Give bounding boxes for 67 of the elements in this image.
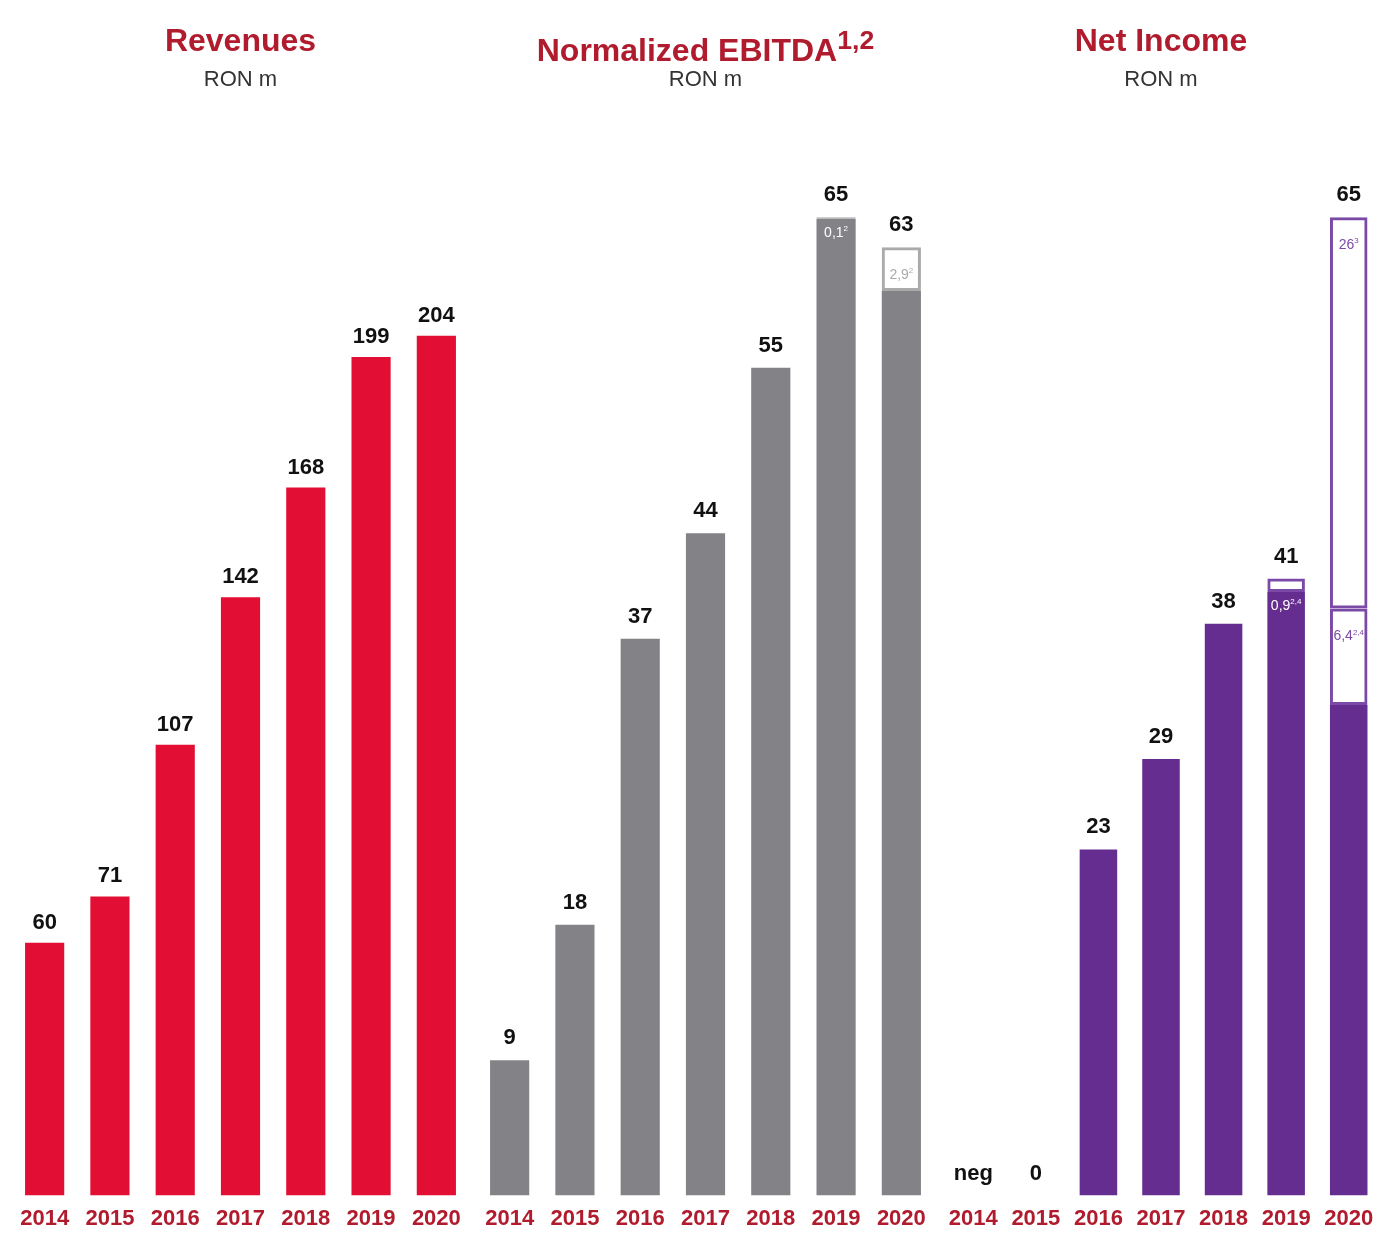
bar (881, 291, 921, 1196)
x-tick-label: 2014 (485, 1204, 535, 1230)
bar (1079, 849, 1118, 1196)
x-tick-label: 2017 (1136, 1204, 1186, 1230)
x-tick-label: 2014 (20, 1204, 70, 1230)
x-tick-label: 2015 (550, 1204, 600, 1230)
x-tick-label: 2015 (85, 1204, 135, 1230)
total-label: 41 (1273, 542, 1299, 568)
x-tick-label: 2018 (746, 1204, 796, 1230)
x-tick-label: 2017 (681, 1204, 730, 1230)
bar (1204, 623, 1243, 1196)
data-label: 204 (418, 301, 456, 327)
bar (620, 638, 660, 1196)
total-label: 55 (758, 331, 784, 357)
total-label: 38 (1211, 587, 1236, 613)
x-tick-label: 2019 (346, 1204, 396, 1230)
chart-title: Revenues (164, 21, 317, 60)
total-label: 63 (889, 211, 914, 237)
bar (1267, 592, 1305, 1196)
x-tick-label: 2015 (1011, 1204, 1061, 1230)
data-label: 142 (222, 563, 259, 589)
total-label: 29 (1148, 723, 1174, 749)
chart-subtitle: RON m (1124, 66, 1198, 92)
total-label: 9 (503, 1024, 516, 1050)
bar (490, 1060, 530, 1196)
x-tick-label: 2016 (150, 1204, 200, 1230)
data-label: 199 (352, 323, 390, 348)
bar (90, 896, 130, 1196)
x-tick-label: 2020 (411, 1204, 461, 1230)
total-label: 37 (627, 602, 653, 628)
bar (555, 924, 595, 1196)
x-tick-label: 2014 (948, 1204, 999, 1230)
x-tick-label: 2020 (1324, 1204, 1374, 1230)
total-label: 65 (1336, 181, 1361, 207)
x-tick-label: 2016 (1073, 1204, 1123, 1230)
x-tick-label: 2018 (1199, 1204, 1249, 1230)
bar (286, 487, 326, 1196)
total-label: neg (953, 1159, 993, 1185)
x-tick-label: 2017 (216, 1204, 265, 1230)
chart-subtitle: RON m (203, 66, 278, 92)
chart-subtitle: RON m (668, 66, 743, 92)
x-tick-label: 2016 (615, 1204, 665, 1230)
total-label: 18 (562, 888, 588, 914)
total-label: 23 (1086, 813, 1111, 839)
bar (816, 218, 856, 1196)
bar (416, 335, 456, 1196)
bar (351, 356, 391, 1196)
total-label: 65 (823, 181, 849, 207)
total-label: 44 (693, 497, 719, 523)
x-tick-label: 2019 (1261, 1204, 1311, 1230)
x-tick-label: 2019 (811, 1204, 861, 1230)
bar (1142, 759, 1180, 1196)
bar (155, 744, 195, 1196)
bar (685, 533, 726, 1196)
data-label: 107 (156, 710, 194, 736)
bar (1329, 704, 1368, 1196)
data-label: 71 (97, 862, 123, 888)
bar (25, 942, 65, 1196)
data-label: 60 (32, 908, 57, 934)
bar (751, 367, 791, 1196)
chart-title: Net Income (1074, 21, 1248, 60)
x-tick-label: 2018 (281, 1204, 331, 1230)
x-tick-label: 2020 (876, 1204, 926, 1230)
chart-title: Normalized EBITDA$^{1,2}$ (536, 24, 875, 68)
data-label: 168 (287, 453, 325, 479)
total-label: 0 (1029, 1159, 1042, 1185)
bar (220, 597, 261, 1196)
